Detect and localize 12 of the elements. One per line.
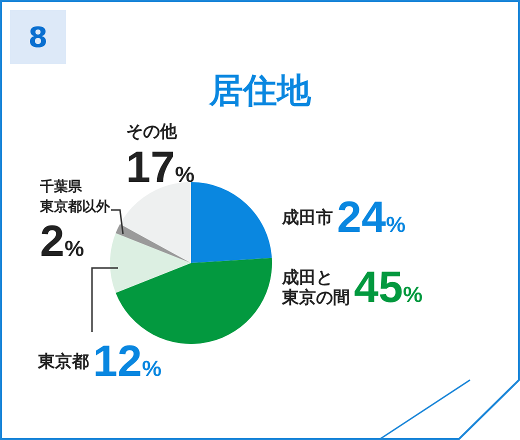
chart-title: 居住地 bbox=[208, 70, 312, 113]
slice-label: 千葉県東京都以外 bbox=[40, 179, 110, 215]
slice-label: その他 bbox=[126, 122, 177, 142]
slice-label: 成田と東京の間 bbox=[282, 268, 350, 309]
data-label: 24% bbox=[337, 192, 406, 244]
data-label: 45% bbox=[354, 262, 423, 314]
data-label: 17% bbox=[126, 143, 195, 192]
text: 8 bbox=[10, 10, 66, 64]
slice-label: 東京都 bbox=[38, 352, 89, 373]
data-label: 12% bbox=[93, 336, 162, 388]
slice-label: 成田市 bbox=[282, 208, 333, 229]
data-label: 2% bbox=[40, 216, 84, 266]
